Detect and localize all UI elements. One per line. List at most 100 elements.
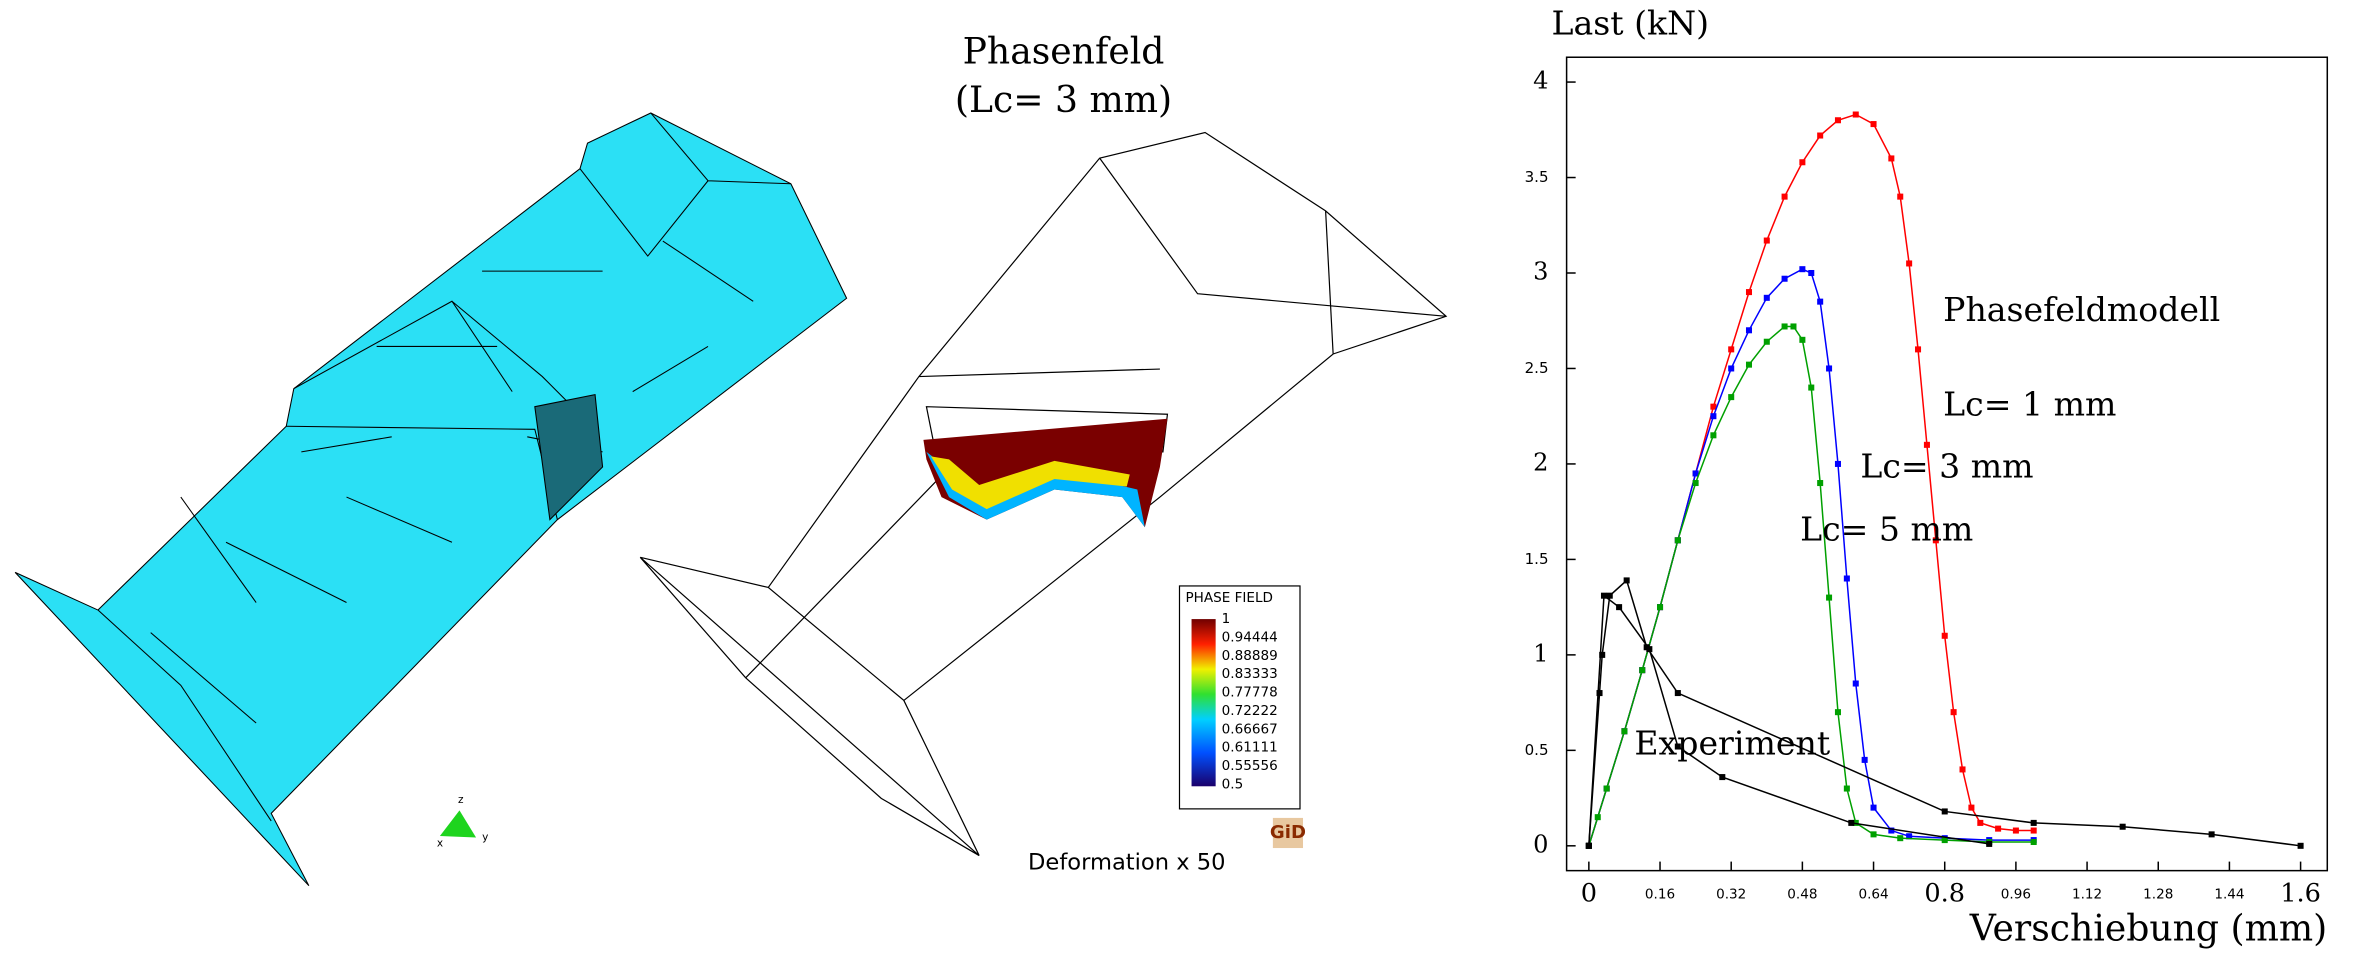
series-point [1600,592,1607,599]
series-point [1603,785,1610,792]
series-line [1588,594,1990,846]
series-point [1710,432,1717,439]
series-point [1616,604,1623,611]
x-tick-label: 0.48 [1787,887,1817,903]
series-point [1826,365,1833,372]
y-tick-label: 2 [1533,448,1548,476]
series-point [1897,835,1904,842]
series-point [1848,819,1855,826]
series-point [1745,361,1753,368]
x-tick-label: 1.28 [2143,887,2173,903]
series-point [1834,460,1841,467]
series-point [1870,804,1877,811]
series-point [1646,646,1653,653]
axis-label: z [458,794,464,806]
series-point [1623,577,1630,584]
axis-triad [439,810,477,838]
series-point [1621,728,1628,735]
series-point [1763,237,1770,244]
colorbar-label: 0.55556 [1222,758,1278,774]
x-tick-label: 0.64 [1858,887,1888,903]
y-tick-label: 1.5 [1525,550,1549,568]
colorbar-label: 1 [1222,611,1231,627]
series-point [1799,159,1806,166]
series-point [1781,275,1788,282]
series-point [1745,289,1753,296]
series-point [1728,394,1735,401]
x-tick-label: 1.6 [2280,879,2321,909]
series-point [2208,831,2215,838]
series-point [1745,327,1753,334]
wireframe [639,131,1448,857]
y-tick-label: 1 [1533,639,1548,667]
series-point [1674,743,1681,750]
colorbar-label: 0.77778 [1222,685,1278,701]
axis-label: x [437,838,443,850]
series-point [2030,838,2037,846]
series-point [1808,384,1815,391]
series-point [1870,831,1877,838]
series-point [2030,819,2037,826]
series-point [1790,323,1797,330]
series-point [1852,111,1859,118]
series-point [1941,808,1948,815]
series-point [1781,193,1788,200]
series-point [2030,827,2037,834]
deformation-label: Deformation x 50 [1028,850,1225,876]
x-axis-label: Verschiebung (mm) [1969,906,2328,949]
series-point [1808,269,1815,277]
colorbar-label: 0.66667 [1222,721,1278,737]
colorbar [1191,619,1216,787]
y-tick-label: 4 [1533,67,1548,95]
y-tick-label: 0 [1533,830,1548,858]
annotation: Phasefeldmodell [1943,290,2220,329]
y-tick-label: 3 [1533,257,1548,285]
series-point [1968,804,1975,811]
series-point [2012,827,2019,834]
series-point [1995,825,2002,832]
series-point [1977,819,1984,826]
colorbar-label: 0.5 [1222,776,1244,792]
series-point [1639,667,1646,674]
series-point [1870,121,1877,128]
series-point [1606,592,1613,599]
colorbar-label: 0.61111 [1222,740,1278,756]
phase-title: (Lc= 3 mm) [955,78,1172,121]
series-point [1843,785,1850,792]
x-tick-label: 0.96 [2001,887,2031,903]
mesh-render [14,112,848,887]
series-point [1843,575,1850,582]
series-point [1906,833,1913,840]
phase-title: Phasenfeld [963,30,1165,73]
series-point [1852,680,1859,687]
y-tick-label: 2.5 [1525,359,1549,377]
series-point [1941,632,1948,639]
series-point [1692,480,1699,487]
colorbar-label: 0.72222 [1222,703,1278,719]
series-point [1728,346,1735,353]
series-point [1657,604,1664,611]
y-axis-label: Last (kN) [1552,4,1710,43]
logo-box [1272,817,1304,849]
series-point [1710,403,1717,410]
x-tick-label: 0.8 [1924,879,1965,909]
colorbar-label: 0.83333 [1222,666,1278,682]
series-label: Lc= 5 mm [1800,510,1973,549]
colorbar-label: 0.94444 [1222,629,1278,645]
series-point [1817,480,1824,487]
axis-label: y [482,831,488,843]
x-tick-label: 0.16 [1645,887,1675,903]
series-point [1674,690,1681,697]
y-tick-label: 0.5 [1525,741,1549,759]
series-point [1799,336,1806,343]
series-point [1692,470,1699,477]
series-point [1594,814,1601,821]
series-point [1932,537,1939,544]
series-point [1959,766,1966,773]
series-point [1888,155,1895,162]
series-point [1923,441,1930,448]
series-point [1906,260,1913,267]
series-point [1585,842,1592,849]
series-point [1950,709,1957,716]
